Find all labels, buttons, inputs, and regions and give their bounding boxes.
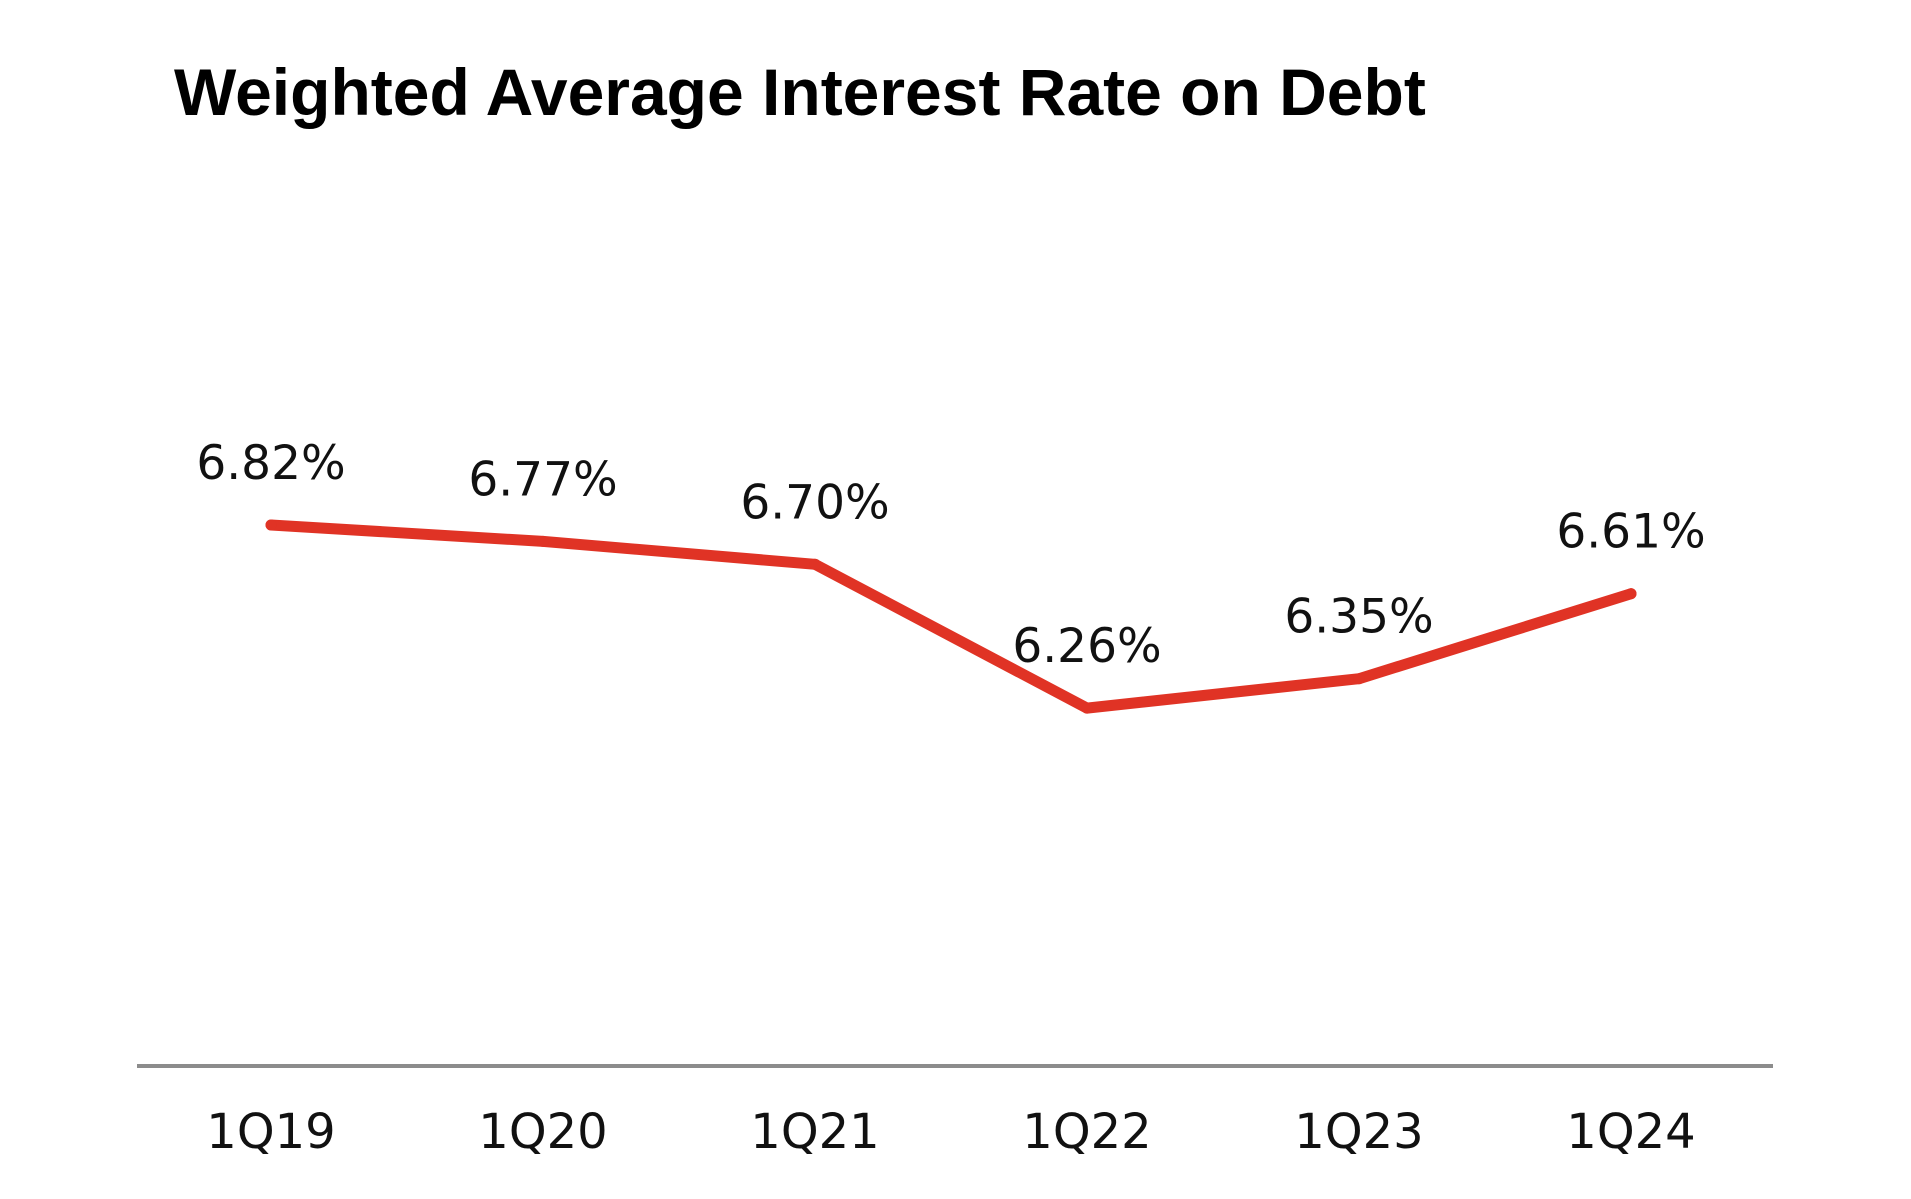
data-point: [1353, 673, 1365, 685]
series-line: [265, 519, 1637, 714]
chart-title: Weighted Average Interest Rate on Debt: [174, 55, 1426, 129]
x-tick-label: 1Q22: [1022, 1104, 1151, 1160]
x-tick-label: 1Q21: [750, 1104, 879, 1160]
data-label: 6.35%: [1284, 590, 1433, 645]
data-label: 6.61%: [1556, 505, 1705, 560]
data-point: [265, 519, 277, 531]
data-label: 6.77%: [468, 452, 617, 507]
data-point: [1625, 588, 1637, 600]
x-tick-label: 1Q19: [206, 1104, 335, 1160]
data-point: [1081, 702, 1093, 714]
data-point: [809, 558, 821, 570]
data-point: [537, 535, 549, 547]
x-tick-label: 1Q24: [1566, 1104, 1695, 1160]
data-label: 6.26%: [1012, 619, 1161, 674]
x-tick-label: 1Q20: [478, 1104, 607, 1160]
data-label: 6.70%: [740, 475, 889, 530]
data-label: 6.82%: [196, 436, 345, 491]
x-tick-label: 1Q23: [1294, 1104, 1423, 1160]
